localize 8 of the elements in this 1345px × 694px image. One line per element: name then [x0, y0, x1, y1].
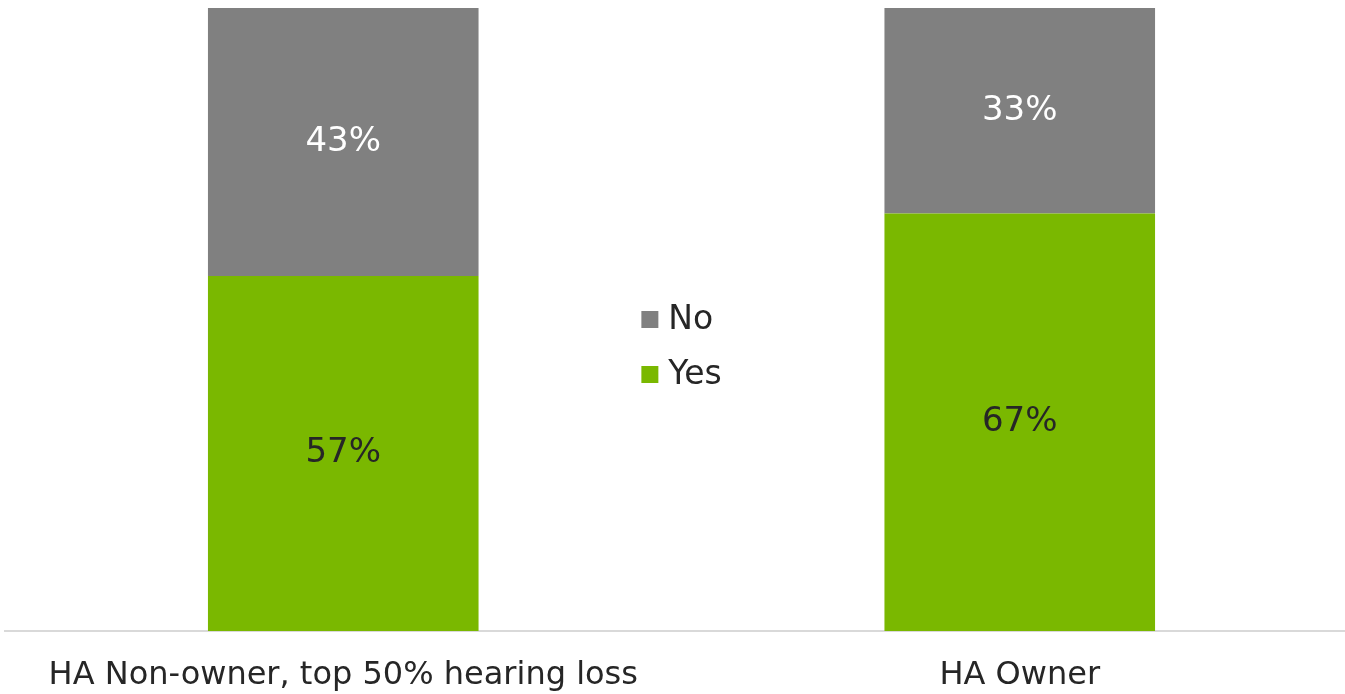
data-label: 67%: [981, 399, 1058, 440]
data-label: 57%: [305, 430, 382, 471]
data-label: 33%: [981, 87, 1058, 128]
x-tick-label: HA Owner: [939, 653, 1101, 692]
x-tick-label: HA Non-owner, top 50% hearing loss: [48, 653, 638, 692]
legend-label: No: [668, 298, 714, 338]
data-label: 43%: [305, 118, 382, 159]
legend-label: Yes: [667, 353, 722, 393]
